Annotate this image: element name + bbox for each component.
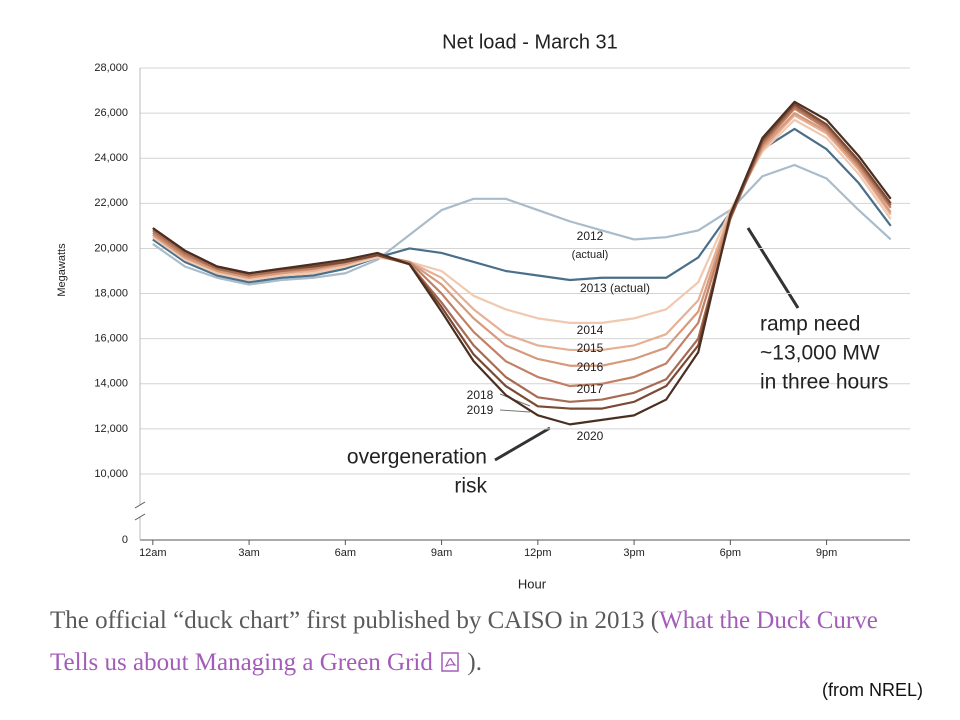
x-axis-label: Hour [518, 576, 547, 591]
series-line [152, 105, 892, 403]
y-tick-label: 26,000 [94, 107, 128, 119]
x-tick-label: 6am [335, 547, 356, 559]
series-label: 2014 [577, 323, 604, 337]
y-tick-label: 16,000 [94, 333, 128, 345]
annotation: in three hours [760, 371, 888, 394]
series-label: 2019 [467, 403, 494, 417]
series-line [152, 163, 892, 286]
series-line [152, 100, 892, 426]
series-line [152, 118, 892, 324]
series-line [152, 112, 892, 367]
axis-break [134, 501, 146, 509]
x-tick-label: 3am [238, 547, 259, 559]
series-label: 2013 (actual) [580, 281, 650, 295]
series-label: 2016 [577, 360, 604, 374]
y-axis-label: Megawatts [56, 243, 68, 297]
caption-end: ). [461, 649, 482, 676]
y-tick-label: 10,000 [94, 468, 128, 480]
annotation: overgeneration [347, 446, 487, 469]
caption-link[interactable]: What the Duck Curve Tells us about Manag… [50, 607, 878, 676]
y-tick-label: 20,000 [94, 242, 128, 254]
series-label: 2012 [577, 229, 604, 243]
chart: Net load - March 31 Megawatts Hour 0 10,0… [56, 31, 910, 591]
y-tick-label: 24,000 [94, 152, 128, 164]
y-tick-label: 28,000 [94, 62, 128, 74]
annotation: risk [454, 475, 487, 498]
y-tick-label: 12,000 [94, 423, 128, 435]
caption-text: The official “duck chart” first publishe… [50, 607, 660, 634]
source: (from NREL) [822, 680, 924, 700]
axis-break [134, 513, 146, 521]
annotation: ~13,000 MW [760, 342, 880, 365]
series-label: 2018 [467, 388, 494, 402]
series-label: 2020 [577, 429, 604, 443]
series-label: 2017 [577, 382, 604, 396]
annotation-arrow [746, 227, 800, 309]
x-tick-label: 9pm [816, 547, 837, 559]
y-tick-label: 18,000 [94, 287, 128, 299]
caption: The official “duck chart” first publishe… [50, 600, 930, 684]
y-tick-label: 0 [122, 534, 128, 546]
series-label: 2015 [577, 341, 604, 355]
y-tick-label: 22,000 [94, 197, 128, 209]
chart-title: Net load - March 31 [442, 31, 618, 53]
y-tick-label: 14,000 [94, 378, 128, 390]
x-tick-label: 6pm [720, 547, 741, 559]
pdf-icon [441, 652, 459, 672]
series-note: (actual) [572, 249, 609, 261]
x-tick-label: 12am [139, 547, 167, 559]
annotation-arrow [494, 426, 551, 462]
leader-line [499, 409, 531, 413]
annotation: ramp need [760, 313, 860, 336]
x-tick-label: 9am [431, 547, 452, 559]
x-tick-label: 3pm [623, 547, 644, 559]
x-tick-label: 12pm [524, 547, 552, 559]
